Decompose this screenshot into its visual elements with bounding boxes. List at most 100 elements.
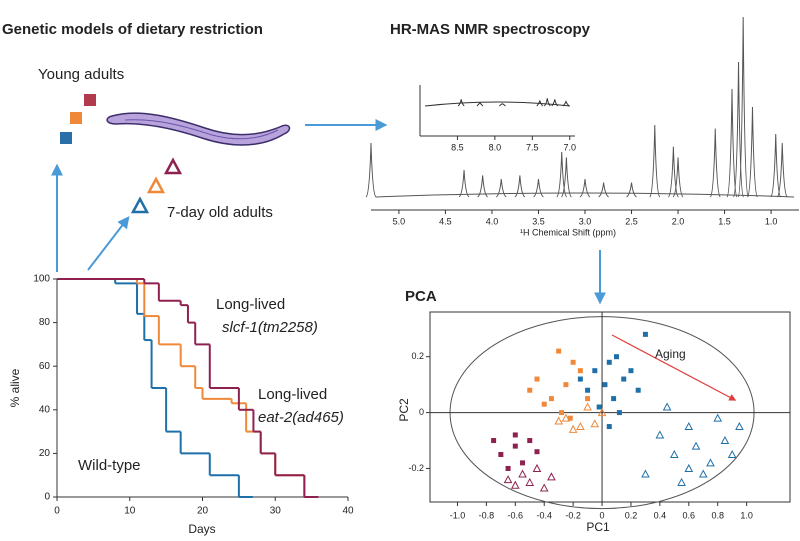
point xyxy=(532,463,542,472)
peak xyxy=(476,101,484,107)
point xyxy=(596,404,602,410)
y-axis-label: % alive xyxy=(8,368,22,407)
point xyxy=(567,415,573,421)
point xyxy=(527,387,533,393)
icon-square xyxy=(84,94,96,106)
peak xyxy=(495,178,507,198)
x-tick-label: 5.0 xyxy=(393,216,406,226)
point xyxy=(556,348,562,354)
point xyxy=(534,449,540,455)
y-tick-label: 0 xyxy=(44,492,50,503)
x-tick-label: 0.8 xyxy=(711,510,724,520)
peak xyxy=(579,178,591,198)
peak xyxy=(776,142,788,198)
x-tick-label: 30 xyxy=(270,506,282,517)
peak xyxy=(562,100,570,107)
peak xyxy=(672,157,684,198)
peak xyxy=(770,133,782,198)
point xyxy=(621,376,627,382)
point xyxy=(534,376,540,382)
x-tick-label: 0 xyxy=(54,506,60,517)
point xyxy=(512,432,518,438)
plot-frame xyxy=(429,311,791,503)
point xyxy=(606,359,612,365)
y-tick-label: 80 xyxy=(39,317,51,328)
worm xyxy=(106,112,291,146)
old-label: 7-day old adults xyxy=(167,204,273,221)
x-tick-label: 2.0 xyxy=(672,216,685,226)
x-tick-label: -0.4 xyxy=(536,510,552,520)
peak xyxy=(737,16,749,198)
x-tick-label: 1.0 xyxy=(765,216,778,226)
chart-title: PCA xyxy=(405,288,437,305)
point xyxy=(592,368,598,374)
header-right: HR-MAS NMR spectroscopy xyxy=(390,21,591,38)
header-left: Genetic models of dietary restriction xyxy=(2,21,263,38)
point xyxy=(684,463,694,472)
point xyxy=(539,483,549,492)
icon-square xyxy=(70,112,82,124)
point xyxy=(518,469,527,478)
x-tick-label: 0.4 xyxy=(654,510,667,520)
icon-square xyxy=(60,132,72,144)
x-tick-label: 10 xyxy=(124,506,136,517)
x-tick-label: 1.0 xyxy=(740,510,753,520)
point xyxy=(559,410,565,416)
point xyxy=(611,396,617,402)
worm-detail xyxy=(124,119,279,140)
annotation: eat-2(ad465) xyxy=(258,409,344,426)
point xyxy=(597,408,607,417)
point xyxy=(691,441,701,450)
x-tick-label: 0.6 xyxy=(683,510,696,520)
annotation: Wild-type xyxy=(78,457,141,474)
point xyxy=(548,396,554,402)
point xyxy=(547,472,556,481)
annotation: Long-lived xyxy=(258,386,327,403)
peak xyxy=(499,103,506,107)
point xyxy=(498,452,504,457)
point xyxy=(510,480,520,489)
aging-arrow xyxy=(611,334,737,401)
x-tick-label: 1.5 xyxy=(718,216,731,226)
point xyxy=(662,402,672,411)
peak xyxy=(561,157,572,198)
peak xyxy=(514,175,526,198)
x-axis-label: Days xyxy=(188,522,215,536)
x-tick-label: 0.2 xyxy=(625,510,638,520)
young-label: Young adults xyxy=(38,66,124,83)
x-tick-label: 8.5 xyxy=(451,142,464,152)
point xyxy=(677,477,686,486)
peak xyxy=(598,182,609,198)
peak xyxy=(457,99,465,107)
icon-triangle xyxy=(163,157,183,175)
x-tick-label: 2.5 xyxy=(625,216,638,226)
point xyxy=(616,410,622,416)
y-axis-label: PC2 xyxy=(397,398,411,422)
y-tick-label: -0.2 xyxy=(408,463,424,473)
annotation: slcf-1(tm2258) xyxy=(222,319,318,336)
y-tick-label: 20 xyxy=(39,448,51,459)
point xyxy=(706,458,715,467)
x-tick-label: -0.2 xyxy=(565,510,581,520)
peak xyxy=(477,175,488,198)
point xyxy=(541,401,547,407)
point xyxy=(577,376,583,382)
point xyxy=(606,424,612,430)
x-tick-label: 40 xyxy=(342,506,354,517)
point xyxy=(727,449,737,458)
x-tick-label: 20 xyxy=(197,506,209,517)
point xyxy=(520,460,526,466)
peak xyxy=(543,98,551,107)
point xyxy=(720,435,730,445)
x-tick-label: 4.5 xyxy=(439,216,452,226)
arrow xyxy=(87,216,130,271)
point xyxy=(568,424,578,433)
annotation: Aging xyxy=(655,347,686,361)
point xyxy=(614,354,620,360)
point xyxy=(505,465,511,471)
point xyxy=(583,402,592,411)
point xyxy=(527,438,533,444)
x-tick-label: 7.0 xyxy=(564,142,577,152)
point xyxy=(628,368,634,374)
